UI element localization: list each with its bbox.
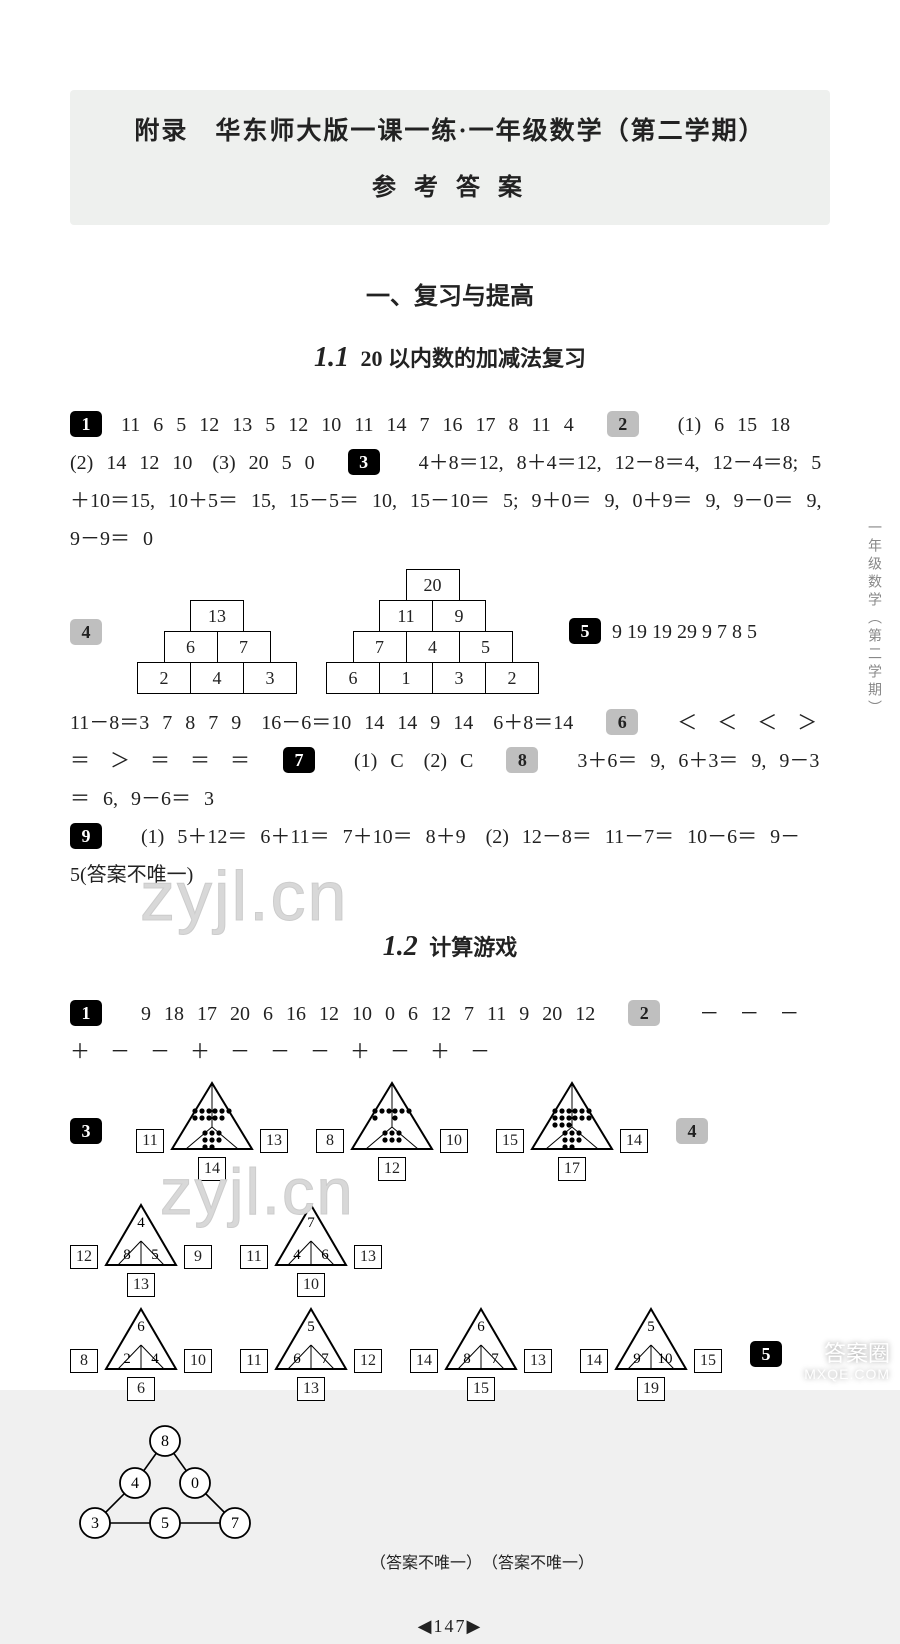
svg-text:5: 5	[647, 1319, 655, 1335]
svg-text:8: 8	[123, 1247, 131, 1263]
page: 一年级数学（第二学期） 附录 华东师大版一课一练·一年级数学（第二学期） 参 考…	[0, 0, 900, 1390]
page-footer: ◀147▶	[70, 1609, 830, 1643]
question-number: 3	[70, 1118, 102, 1144]
question-number: 8	[506, 747, 538, 773]
section-1-2-body: 1 9 18 17 20 6 16 12 10 0 6 12 7 11 9 20…	[70, 995, 830, 1579]
svg-text:9: 9	[633, 1351, 641, 1367]
pyramid: 1367243	[138, 601, 297, 694]
question-number: 9	[70, 823, 102, 849]
corner-watermark: 答案圈 MXQE.COM	[804, 1342, 890, 1382]
svg-text:2: 2	[123, 1351, 131, 1367]
pyramid-row: 4 1367243 201197456132 5 9 19 19 29 9 7 …	[70, 570, 830, 694]
svg-text:6: 6	[477, 1319, 485, 1335]
question-number: 3	[348, 449, 380, 475]
svg-text:4: 4	[137, 1215, 145, 1231]
svg-text:7: 7	[307, 1215, 315, 1231]
svg-text:8: 8	[161, 1433, 169, 1450]
svg-text:7: 7	[491, 1351, 499, 1367]
svg-text:4: 4	[131, 1475, 139, 1492]
pyramid: 201197456132	[327, 570, 539, 694]
svg-text:5: 5	[151, 1247, 159, 1263]
answer-text: 11－8＝3 7 8 7 9 16－6＝10 14 14 9 14 6＋8＝14	[70, 712, 573, 734]
svg-text:7: 7	[231, 1515, 239, 1532]
subsection-1-2-title: 1.2 计算游戏	[70, 920, 830, 973]
header-subtitle: 参 考 答 案	[80, 166, 820, 212]
question-number: 6	[606, 709, 638, 735]
section-1-title: 一、复习与提高	[70, 275, 830, 321]
subsection-1-1-title: 1.1 20 以内数的加减法复习	[70, 331, 830, 384]
section-1-1-body: 1 11 6 5 12 13 5 12 10 11 14 7 16 17 8 1…	[70, 406, 830, 894]
answer-text: (1) 5＋12＝ 6＋11＝ 7＋10＝ 8＋9 (2) 12－8＝ 11－7…	[70, 826, 800, 886]
note: （答案不唯一） （答案不唯一）	[370, 1549, 830, 1579]
question-number: 4	[676, 1118, 708, 1144]
subsection-num: 1.1	[314, 342, 349, 373]
question-number: 7	[283, 747, 315, 773]
question-number: 4	[70, 619, 102, 645]
svg-text:7: 7	[321, 1351, 329, 1367]
header-title: 附录 华东师大版一课一练·一年级数学（第二学期）	[80, 108, 820, 156]
answer-text: 11 6 5 12 13 5 12 10 11 14 7 16 17 8 11 …	[121, 414, 574, 436]
subsection-text: 计算游戏	[429, 935, 517, 960]
subsection-num: 1.2	[383, 931, 418, 962]
svg-text:5: 5	[307, 1319, 315, 1335]
triangle-group-3: 3 11 13 14 8 10 12	[70, 1081, 830, 1297]
triangle-group-4: 8 6 2 4 10 6 11 5 6 7	[70, 1307, 830, 1543]
question-number: 2	[628, 1000, 660, 1026]
svg-text:10: 10	[658, 1351, 673, 1367]
answer-text: (1) C (2) C	[354, 750, 473, 772]
svg-text:6: 6	[137, 1319, 145, 1335]
header: 附录 华东师大版一课一练·一年级数学（第二学期） 参 考 答 案	[70, 90, 830, 225]
question-number: 5	[750, 1341, 782, 1367]
svg-text:5: 5	[161, 1515, 169, 1532]
question-number: 1	[70, 411, 102, 437]
answer-text: (2) 14 12 10 (3) 20 5 0	[70, 452, 315, 474]
svg-text:3: 3	[91, 1515, 99, 1532]
svg-text:4: 4	[293, 1247, 301, 1263]
svg-text:8: 8	[463, 1351, 471, 1367]
question-number: 2	[607, 411, 639, 437]
svg-text:0: 0	[191, 1475, 199, 1492]
subsection-text: 20 以内数的加减法复习	[360, 346, 586, 371]
svg-text:4: 4	[151, 1351, 159, 1367]
question-number: 1	[70, 1000, 102, 1026]
side-label: 一年级数学（第二学期）	[859, 520, 886, 718]
svg-text:6: 6	[293, 1351, 301, 1367]
question-number: 5	[569, 618, 601, 644]
circle-diagram: 8 4 0 3 5 7	[70, 1423, 260, 1543]
answer-text: 9 19 19 29 9 7 8 5	[612, 621, 757, 643]
svg-text:6: 6	[321, 1247, 329, 1263]
answer-text: (1) 6 15 18	[678, 414, 790, 436]
page-number: 147	[434, 1616, 467, 1636]
answer-text: 9 18 17 20 6 16 12 10 0 6 12 7 11 9 20 1…	[141, 1003, 595, 1025]
